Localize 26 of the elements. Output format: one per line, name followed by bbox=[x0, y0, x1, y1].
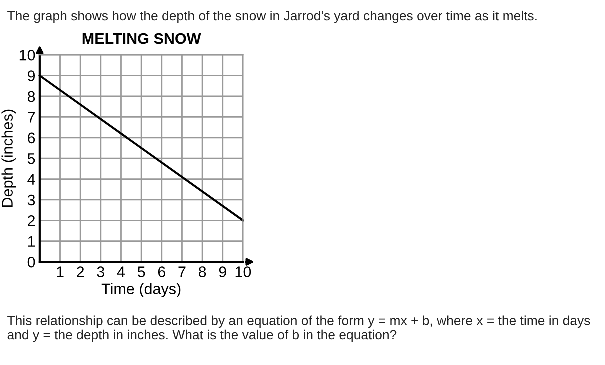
text: This relationship can be described by an equation of the form y = mx + b, where x = the time in days and y = the depth in inches. What is the value of b in the equation? bbox=[8, 316, 590, 342]
x-tick-label: 2 bbox=[77, 266, 84, 278]
y-tick-label: 9 bbox=[28, 70, 36, 82]
text: The graph shows how the depth of the snow in Jarrod’s yard changes over time as it melts. bbox=[8, 10, 537, 24]
y-tick-label: 4 bbox=[28, 174, 36, 185]
x-tick-label: 3 bbox=[97, 266, 104, 278]
x-tick-label: 9 bbox=[219, 266, 226, 278]
y-tick-label: 6 bbox=[28, 132, 36, 144]
y-tick-label: 1 bbox=[28, 236, 36, 247]
x-tick-label: 4 bbox=[117, 266, 126, 278]
x-tick-label: 10 bbox=[236, 266, 252, 278]
y-axis-title: Depth (inches) bbox=[2, 110, 16, 208]
y-tick-label: 10 bbox=[20, 50, 36, 61]
x-axis-title: Time (days) bbox=[102, 283, 181, 298]
y-tick-label: 3 bbox=[28, 194, 36, 206]
y-tick-label: 5 bbox=[28, 154, 36, 164]
y-tick-label: 2 bbox=[28, 216, 35, 226]
chart-title: MELTING SNOW bbox=[82, 33, 202, 44]
x-tick-label: 8 bbox=[198, 266, 206, 278]
x-tick-label: 1 bbox=[57, 266, 64, 278]
x-tick-label: 5 bbox=[138, 266, 146, 278]
y-tick-label: 8 bbox=[28, 91, 36, 102]
y-tick-label: 7 bbox=[28, 112, 35, 123]
y-tick-label: 0 bbox=[28, 256, 36, 268]
x-tick-label: 7 bbox=[178, 266, 186, 278]
x-tick-label: 6 bbox=[158, 266, 166, 278]
